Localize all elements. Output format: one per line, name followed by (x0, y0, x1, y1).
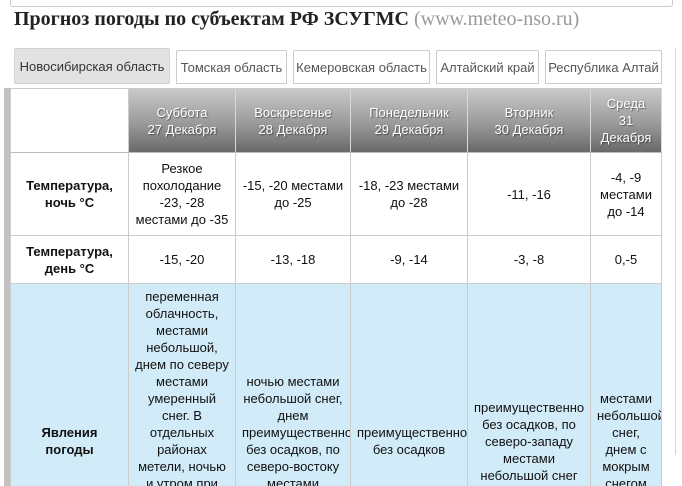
cell-night-wednesday: -4, -9 местами до -14 (591, 153, 662, 236)
header-day: Вторник (504, 104, 554, 120)
header-date: 29 Декабря (374, 121, 444, 137)
row-temperature-day: Температура, день °С -15, -20 -13, -18 -… (11, 236, 662, 284)
header-date: 27 Декабря (147, 121, 217, 137)
header-day: Понедельник (369, 104, 449, 120)
cell-day-saturday: -15, -20 (129, 236, 236, 284)
tab-kemerovo-region[interactable]: Кемеровская область (293, 50, 430, 84)
row-weather-phenomena: Явления погоды переменная облачность, ме… (11, 284, 662, 486)
header-date: 31 Декабря (600, 113, 652, 145)
page-title: Прогноз погоды по субъектам РФ ЗСУГМС (w… (14, 8, 674, 31)
cell-phenomena-tuesday: преимущественно без осадков, по северо-з… (468, 284, 591, 486)
cell-phenomena-wednesday: местами небольшой снег, днем с мокрым сн… (591, 284, 662, 486)
region-tabs: Новосибирская область Томская область Ке… (14, 48, 662, 84)
header-date: 28 Декабря (258, 121, 328, 137)
cell-night-saturday: Резкое похолодание -23, -28 местами до -… (129, 153, 236, 236)
cell-night-sunday: -15, -20 местами до -25 (236, 153, 351, 236)
cell-phenomena-monday: преимущественно без осадков (351, 284, 468, 486)
cell-day-tuesday: -3, -8 (468, 236, 591, 284)
row-label-temperature-day: Температура, день °С (11, 236, 129, 284)
cell-night-tuesday: -11, -16 (468, 153, 591, 236)
page-title-text: Прогноз погоды по субъектам РФ ЗСУГМС (14, 8, 409, 30)
table-header-row: Суббота 27 Декабря Воскресенье 28 Декабр… (11, 89, 662, 153)
cell-phenomena-sunday: ночью местами небольшой снег, днем преим… (236, 284, 351, 486)
row-label-temperature-night: Температура, ночь °С (11, 153, 129, 236)
header-date: 30 Декабря (494, 121, 564, 137)
forecast-table: Суббота 27 Декабря Воскресенье 28 Декабр… (10, 88, 662, 486)
header-monday: Понедельник 29 Декабря (351, 89, 468, 153)
header-wednesday: Среда 31 Декабря (591, 89, 662, 153)
top-cutoff-box (10, 0, 673, 7)
header-day: Среда (606, 96, 646, 111)
cell-day-monday: -9, -14 (351, 236, 468, 284)
tab-altai-krai[interactable]: Алтайский край (436, 50, 539, 84)
cell-day-sunday: -13, -18 (236, 236, 351, 284)
cell-day-wednesday: 0,-5 (591, 236, 662, 284)
cell-night-monday: -18, -23 местами до -28 (351, 153, 468, 236)
tab-novosibirsk-region[interactable]: Новосибирская область (14, 48, 170, 84)
site-link[interactable]: (www.meteo-nso.ru) (413, 8, 580, 30)
header-day: Воскресенье (254, 104, 332, 120)
container-right-border (675, 48, 676, 455)
row-temperature-night: Температура, ночь °С Резкое похолодание … (11, 153, 662, 236)
header-tuesday: Вторник 30 Декабря (468, 89, 591, 153)
header-day: Суббота (156, 104, 208, 120)
tab-altai-republic[interactable]: Республика Алтай (545, 50, 662, 84)
tab-tomsk-region[interactable]: Томская область (176, 50, 287, 84)
header-corner-cell (11, 89, 129, 153)
header-sunday: Воскресенье 28 Декабря (236, 89, 351, 153)
table-left-edge-strip (4, 88, 10, 486)
row-label-weather-phenomena: Явления погоды (11, 284, 129, 486)
cell-phenomena-saturday: переменная облачность, местами небольшой… (129, 284, 236, 486)
header-saturday: Суббота 27 Декабря (129, 89, 236, 153)
